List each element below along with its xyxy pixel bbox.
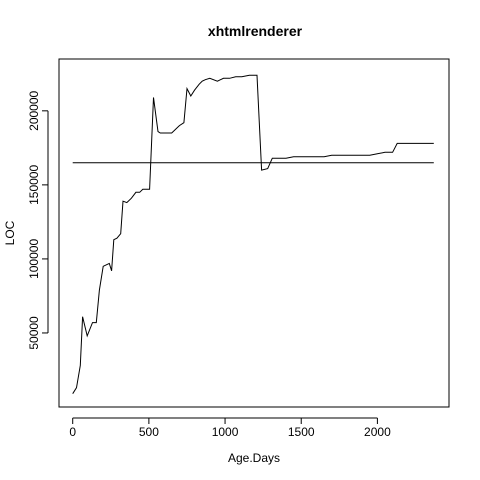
plot-frame [58,58,450,408]
series-layer [72,74,434,394]
x-tick-label: 0 [69,425,76,439]
loc-series-line [72,74,434,394]
y-tick-label: 50000 [27,316,41,350]
y-tick-label: 200000 [27,90,41,130]
chart-title: xhtmlrenderer [208,23,303,39]
y-axis: 50000 100000 150000 200000 [27,90,49,350]
y-axis-label: LOC [3,220,17,245]
x-tick-label: 1000 [212,425,239,439]
x-tick-label: 2000 [364,425,391,439]
x-axis: 0 500 1000 1500 2000 [69,417,391,439]
x-axis-label: Age.Days [228,451,280,465]
y-tick-label: 100000 [27,239,41,279]
y-tick-label: 150000 [27,165,41,205]
x-tick-label: 500 [139,425,159,439]
x-tick-label: 1500 [288,425,315,439]
